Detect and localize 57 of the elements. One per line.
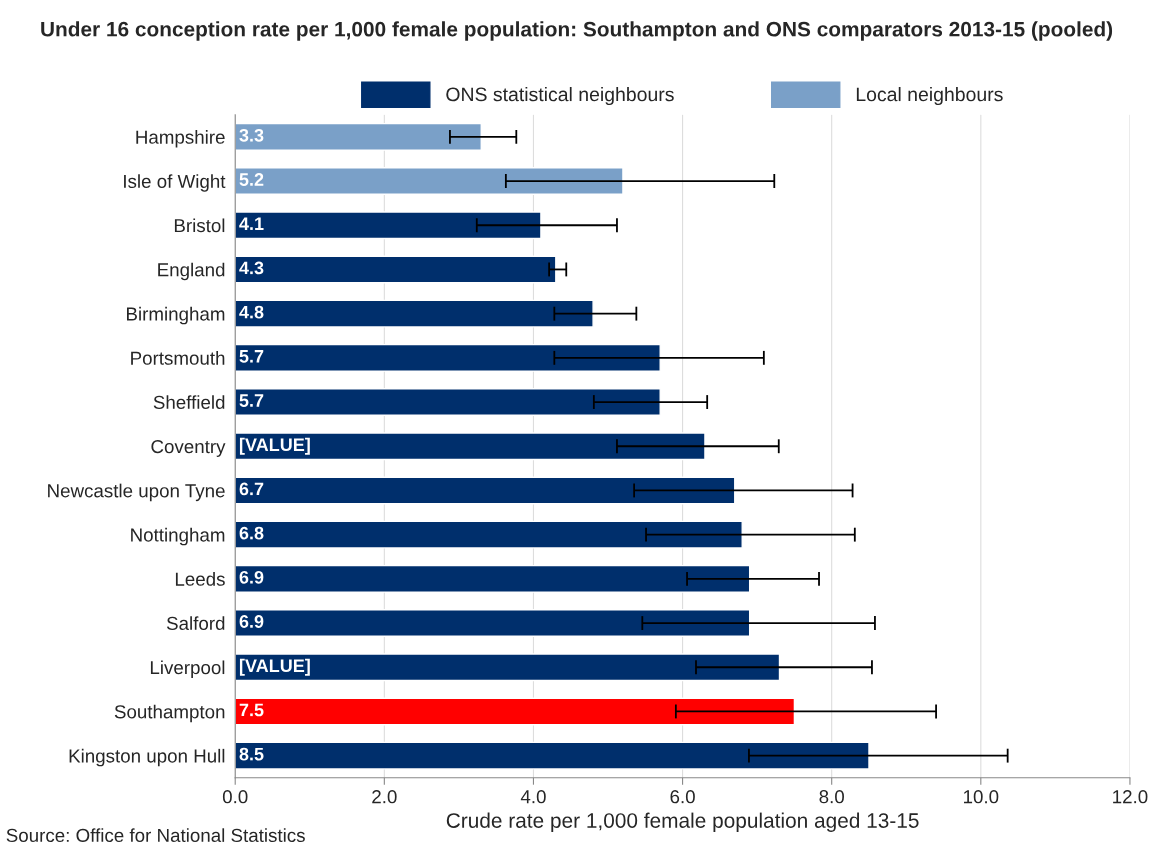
data-label: 8.5 xyxy=(239,747,264,761)
y-tick-label: Southampton xyxy=(114,704,225,723)
y-tick-label: Coventry xyxy=(151,439,226,457)
data-label: 6.9 xyxy=(239,615,264,628)
y-tick-label: Salford xyxy=(166,616,225,631)
y-tick-label: Portsmouth xyxy=(131,351,225,365)
x-tick-label: 2.0 xyxy=(372,790,397,804)
data-label: 6.8 xyxy=(239,526,264,540)
y-tick-label: England xyxy=(158,262,225,281)
data-label: 4.1 xyxy=(239,217,264,230)
bar xyxy=(235,653,781,682)
y-tick-label: Isle of Wight xyxy=(124,174,226,192)
source-note: Source: Office for National Statistics xyxy=(6,828,305,843)
data-label: 5.7 xyxy=(239,350,264,363)
bar xyxy=(235,609,751,638)
y-tick-label: Hampshire xyxy=(136,130,225,148)
bar xyxy=(235,520,743,549)
x-tick-label: 4.0 xyxy=(520,790,546,804)
y-tick-label: Nottingham xyxy=(131,527,225,546)
bar xyxy=(235,211,542,240)
data-label: 5.2 xyxy=(239,173,264,186)
y-tick-label: Birmingham xyxy=(127,306,225,325)
y-tick-label: Leeds xyxy=(175,572,225,586)
data-label: 6.9 xyxy=(239,570,264,584)
chart-title: Under 16 conception rate per 1,000 female population: Southampton and ONS comparators 2013-15 (pooled) xyxy=(41,21,1113,41)
y-tick-label: Liverpool xyxy=(150,660,225,678)
x-tick-label: 6.0 xyxy=(670,790,695,804)
bar xyxy=(235,343,661,372)
data-label: [VALUE] xyxy=(239,437,310,455)
bar xyxy=(235,388,661,417)
x-axis-title: Crude rate per 1,000 female population aged 13-15 xyxy=(446,812,919,833)
data-label: 5.7 xyxy=(239,394,264,407)
y-tick-label: Sheffield xyxy=(153,395,225,410)
data-label: 4.3 xyxy=(239,261,264,275)
data-label: 4.8 xyxy=(239,305,264,319)
data-label: 3.3 xyxy=(239,128,264,142)
bar xyxy=(235,697,796,726)
y-tick-label: Kingston upon Hull xyxy=(69,748,225,767)
x-tick-label: 0.0 xyxy=(222,790,248,804)
bar xyxy=(235,476,736,505)
bar xyxy=(235,432,706,461)
bar xyxy=(235,255,557,284)
bar xyxy=(235,167,624,196)
data-label: 7.5 xyxy=(239,703,264,717)
legend-label: ONS statistical neighbours xyxy=(446,86,674,106)
y-tick-label: Bristol xyxy=(174,218,225,233)
bar xyxy=(235,299,594,328)
x-tick-label: 8.0 xyxy=(819,790,844,804)
bar xyxy=(235,122,482,151)
x-tick-label: 12.0 xyxy=(1113,790,1148,804)
bar xyxy=(235,564,751,593)
x-tick-label: 10.0 xyxy=(964,790,999,804)
legend-label: Local neighbours xyxy=(856,86,1003,106)
bar xyxy=(235,741,870,770)
y-tick-label: Newcastle upon Tyne xyxy=(48,483,225,502)
data-label: 6.7 xyxy=(239,482,264,496)
data-label: [VALUE] xyxy=(239,658,310,676)
